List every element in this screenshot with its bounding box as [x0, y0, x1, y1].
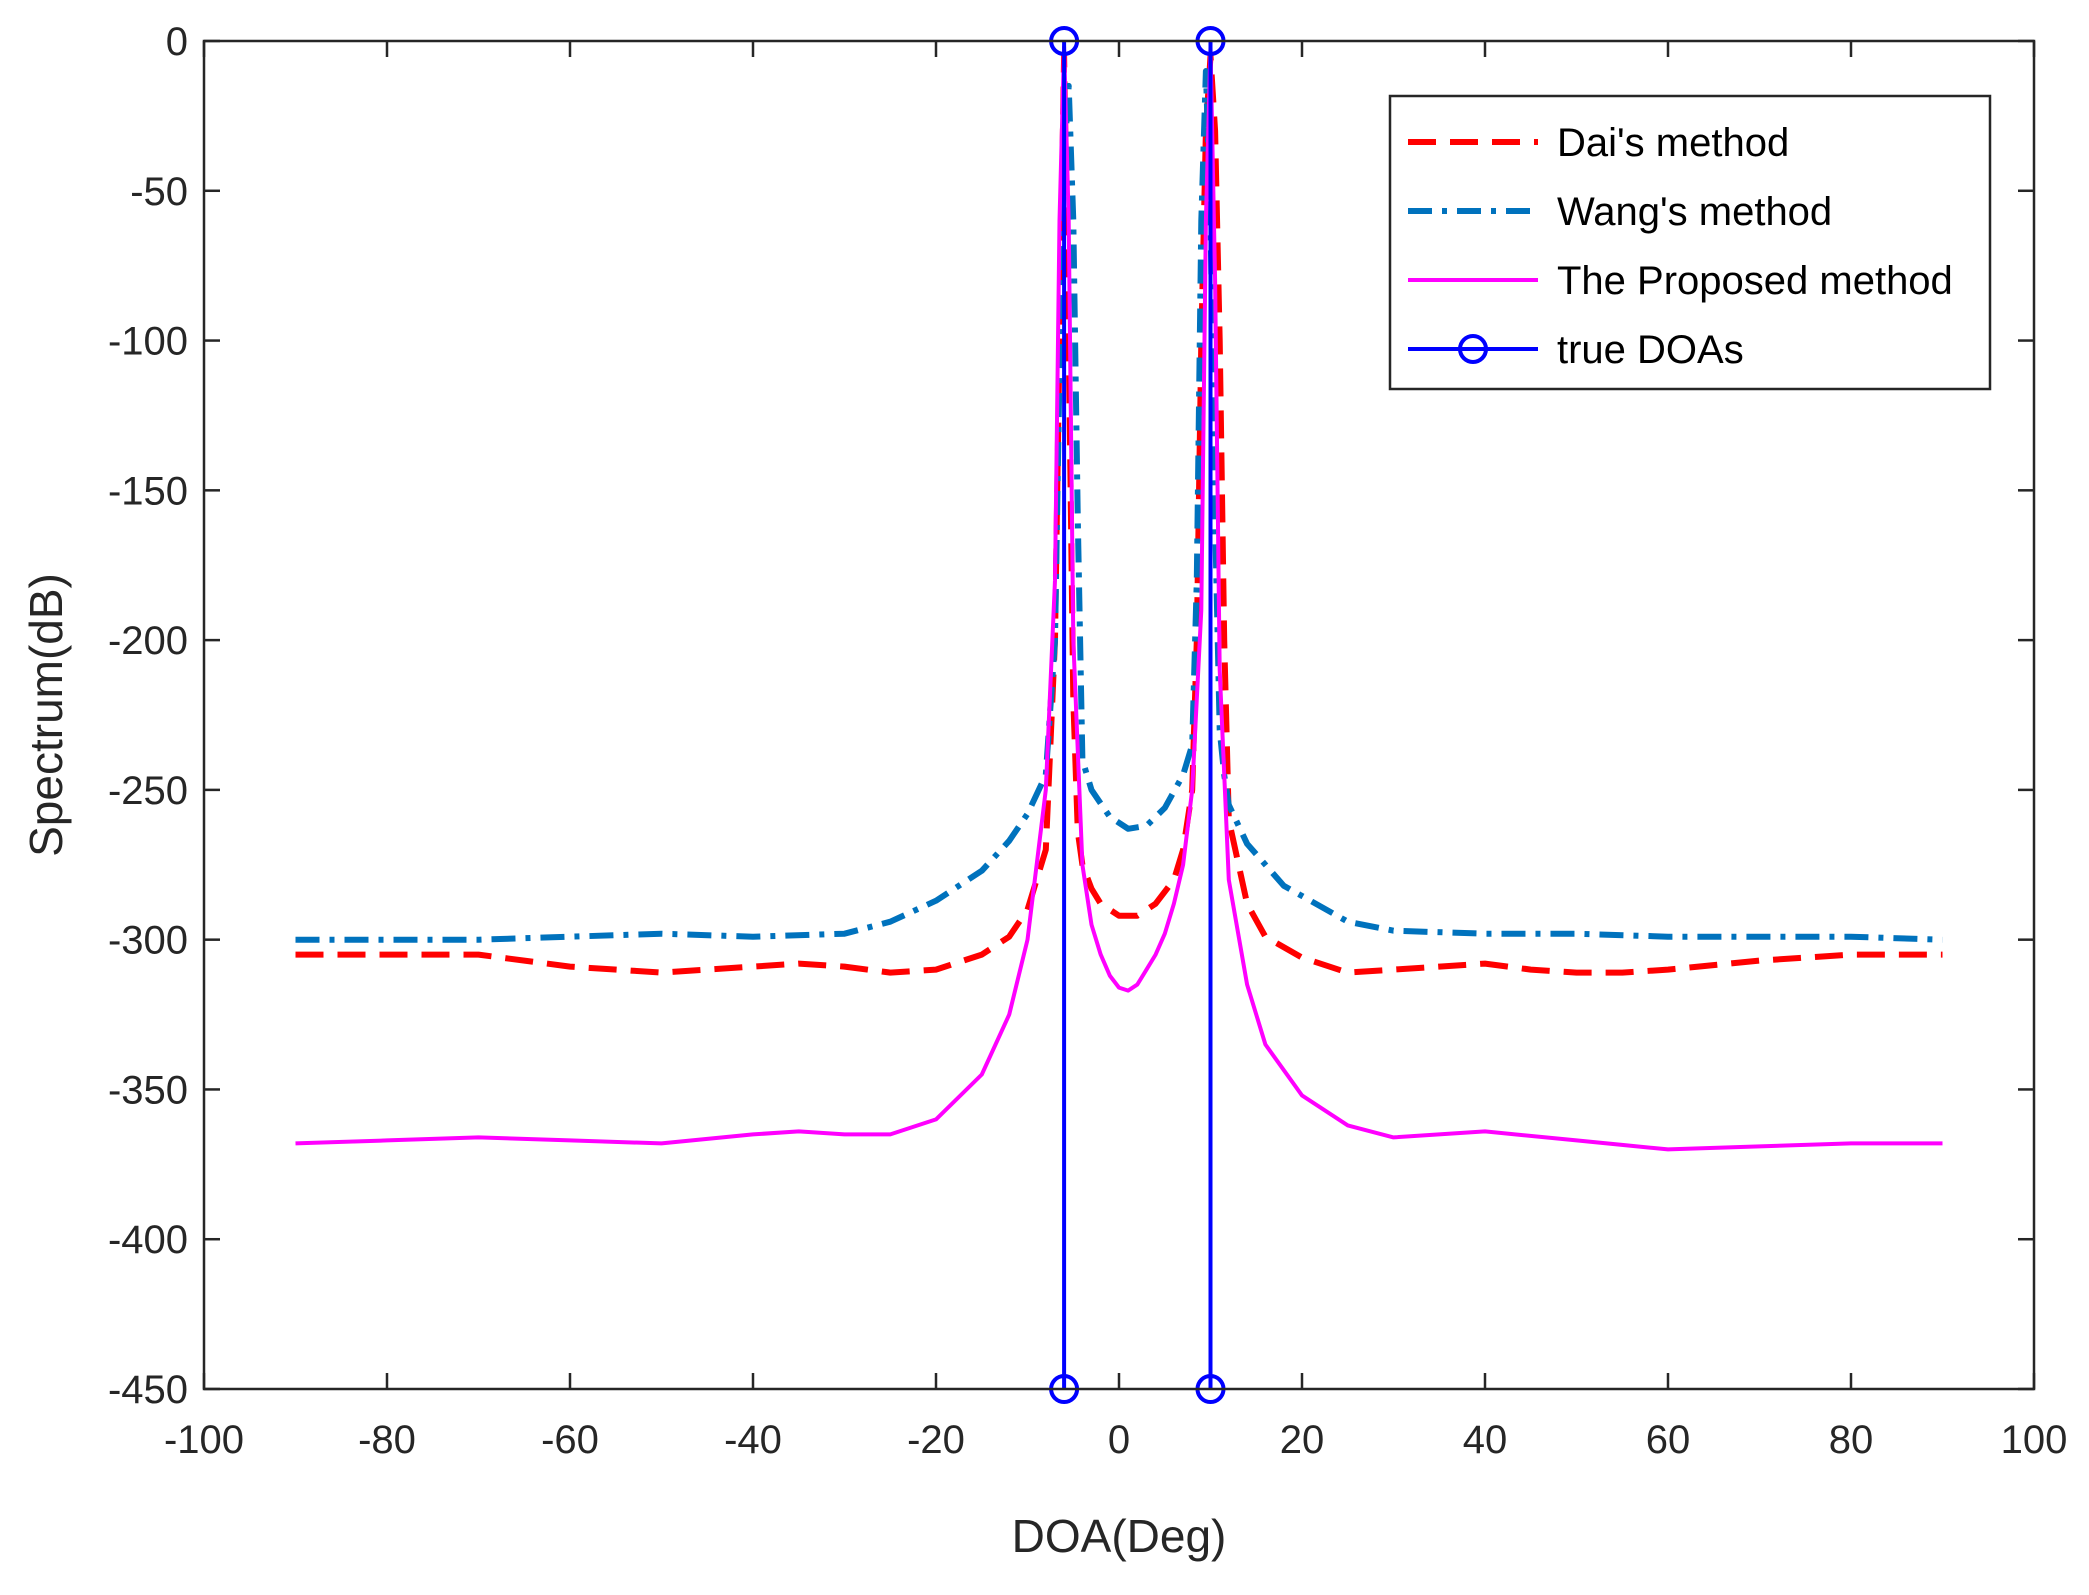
- y-tick-label: -350: [108, 1068, 188, 1112]
- legend-label-dai: Dai's method: [1557, 121, 1789, 165]
- x-tick-labels: -100 -80 -60 -40 -20 0 20 40 60 80 100: [164, 1418, 2067, 1462]
- y-tick-label: -300: [108, 919, 188, 963]
- x-tick-label: -80: [358, 1418, 416, 1462]
- series-line-2: [295, 45, 1943, 1152]
- y-tick-label: 0: [166, 20, 188, 64]
- x-tick-label: -40: [724, 1418, 782, 1462]
- x-axis-label: DOA(Deg): [1012, 1510, 1227, 1562]
- x-tick-label: 60: [1646, 1418, 1691, 1462]
- legend-label-proposed: The Proposed method: [1557, 259, 1953, 303]
- x-tick-label: 0: [1108, 1418, 1130, 1462]
- x-tick-label: 40: [1463, 1418, 1508, 1462]
- legend-box: [1388, 94, 1992, 391]
- legend-marker-true-doas: [1458, 334, 1488, 364]
- y-tick-label: -450: [108, 1368, 188, 1412]
- series-line-1: [295, 68, 1943, 943]
- y-tick-labels: 0 -50 -100 -150 -200 -250 -300 -350 -400 -450: [108, 20, 188, 1412]
- x-tick-label: -60: [541, 1418, 599, 1462]
- series-line-0: [295, 53, 1943, 976]
- y-tick-label: -150: [108, 469, 188, 513]
- x-tick-label: 100: [2001, 1418, 2068, 1462]
- y-axis-label: Spectrum(dB): [20, 573, 72, 857]
- y-tick-label: -200: [108, 619, 188, 663]
- y-tick-label: -100: [108, 320, 188, 364]
- series-layer: [295, 45, 1943, 1152]
- stems-layer: [1049, 26, 1226, 1404]
- y-tick-label: -50: [130, 170, 188, 214]
- y-tick-label: -250: [108, 769, 188, 813]
- legend: Dai's method Wang's method The Proposed …: [1388, 94, 1992, 391]
- x-tick-label: 20: [1280, 1418, 1325, 1462]
- legend-label-wang: Wang's method: [1557, 190, 1832, 234]
- ticks-layer: [202, 39, 2036, 1391]
- x-tick-label: 80: [1829, 1418, 1874, 1462]
- y-tick-label: -400: [108, 1218, 188, 1262]
- legend-label-true-doas: true DOAs: [1557, 328, 1744, 372]
- x-tick-label: -100: [164, 1418, 244, 1462]
- x-tick-label: -20: [907, 1418, 965, 1462]
